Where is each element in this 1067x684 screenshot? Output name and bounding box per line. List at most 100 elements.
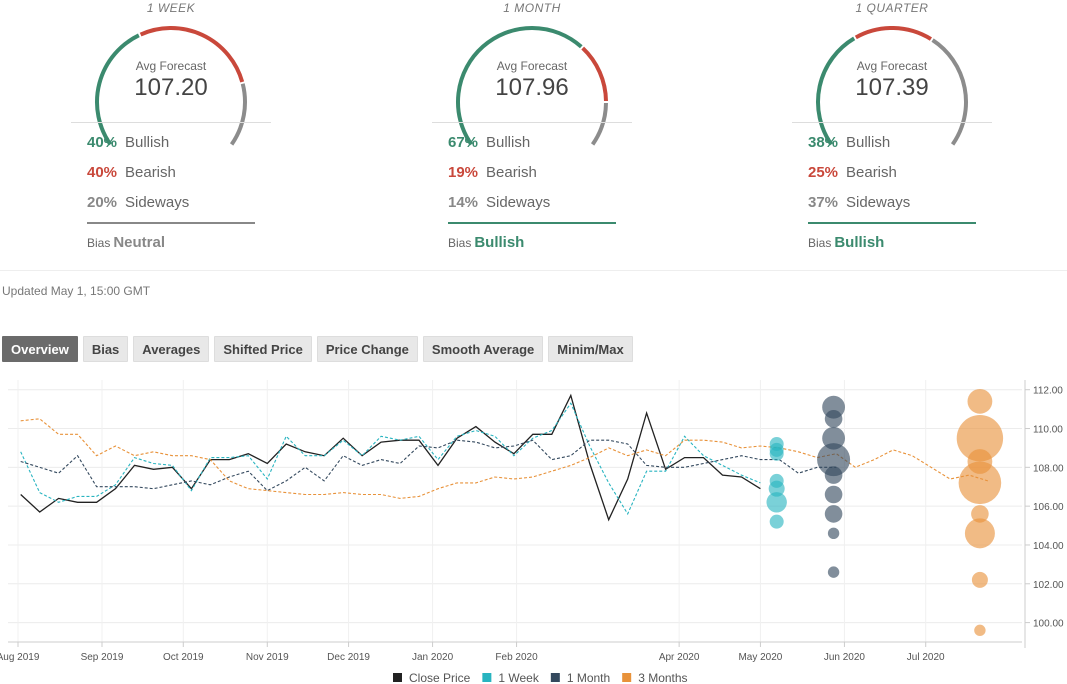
forecast-bubble: [827, 566, 840, 578]
bullish-stat: 40% Bullish: [87, 133, 169, 153]
x-tick-label: Dec 2019: [327, 652, 370, 663]
forecast-bubble: [769, 446, 784, 461]
gauge-sideways-arc: [590, 102, 608, 146]
y-tick-label: 112.00: [1033, 386, 1063, 397]
forecast-bubbles-3-months: [956, 388, 1004, 637]
bullish-stat: 38% Bullish: [808, 133, 890, 153]
bias-label: Bias: [87, 236, 111, 250]
avg-forecast-value: 107.39: [855, 74, 929, 101]
sideways-label: Sideways: [846, 194, 911, 211]
gauge-bearish-arc: [139, 26, 245, 83]
gauge-period-title: 1 WEEK: [146, 1, 196, 15]
legend-swatch: [622, 673, 632, 682]
forecast-bubble: [964, 518, 995, 549]
tab-shifted-price[interactable]: Shifted Price: [214, 336, 312, 362]
legend-swatch: [550, 673, 560, 682]
bias-value: Bullish: [474, 234, 525, 251]
divider: [432, 122, 632, 123]
sideways-label: Sideways: [125, 194, 190, 211]
series-line-1-week: [20, 402, 761, 516]
sideways-percent: 20%: [87, 194, 118, 211]
y-tick-label: 100.00: [1033, 619, 1064, 630]
avg-forecast-value: 107.96: [495, 74, 569, 101]
bullish-label: Bullish: [846, 134, 891, 151]
y-tick-label: 108.00: [1033, 463, 1064, 474]
bullish-percent: 38%: [808, 134, 839, 151]
tab-averages[interactable]: Averages: [133, 336, 210, 362]
forecast-bubble: [971, 571, 988, 588]
y-tick-label: 110.00: [1033, 425, 1063, 436]
bearish-label: Bearish: [846, 164, 897, 181]
x-tick-label: Nov 2019: [246, 652, 289, 663]
forecast-bubble: [824, 505, 843, 523]
x-tick-label: Jun 2020: [824, 652, 866, 663]
x-tick-label: Sep 2019: [81, 652, 124, 663]
forecast-bubble: [824, 466, 843, 484]
gauge-period-title: 1 QUARTER: [855, 1, 929, 15]
bearish-percent: 40%: [87, 164, 118, 181]
forecast-bubble: [974, 624, 986, 637]
legend-label: 1 Week: [498, 671, 539, 684]
divider: [792, 122, 992, 123]
x-tick-label: Jul 2020: [907, 652, 945, 663]
forecast-bubble: [822, 426, 845, 450]
bias-label: Bias: [448, 236, 472, 250]
series-line-close-price: [20, 393, 761, 522]
x-tick-label: Feb 2020: [495, 652, 538, 663]
x-tick-label: Oct 2019: [163, 652, 204, 663]
chart-tabs: Overview Bias Averages Shifted Price Pri…: [2, 336, 633, 362]
forecast-chart: 100.00 102.00 104.00 106.00 108.00 110.00 112.…: [0, 380, 1064, 684]
tab-bias[interactable]: Bias: [82, 336, 129, 362]
updated-timestamp: Updated May 1, 15:00 GMT: [2, 284, 151, 298]
tab-price-change[interactable]: Price Change: [316, 336, 418, 362]
legend-label: 3 Months: [638, 671, 687, 684]
chart-grid: [8, 380, 1022, 642]
sentiment-gauge: [816, 26, 968, 146]
sideways-label: Sideways: [486, 194, 551, 211]
y-tick-label: 102.00: [1033, 580, 1064, 591]
sentiment-gauge: [95, 26, 247, 146]
sideways-stat: 14% Sideways: [448, 193, 550, 213]
bias-row: Bias Neutral: [87, 233, 165, 253]
gauge-period-title: 1 MONTH: [503, 1, 561, 15]
bearish-label: Bearish: [125, 164, 176, 181]
sentiment-gauge: [456, 26, 608, 146]
legend-label: Close Price: [409, 671, 471, 684]
bullish-percent: 40%: [87, 134, 118, 151]
forecast-bubble: [956, 415, 1004, 462]
avg-forecast-label: Avg Forecast: [496, 59, 568, 73]
divider: [71, 122, 271, 123]
bias-rule: [808, 222, 976, 224]
bearish-stat: 19% Bearish: [448, 163, 537, 183]
forecast-bubble: [971, 505, 989, 523]
tab-smooth-average[interactable]: Smooth Average: [422, 336, 544, 362]
legend-label: 1 Month: [567, 671, 610, 684]
x-tick-label: Apr 2020: [659, 652, 700, 663]
forecast-bubble: [769, 514, 784, 529]
bias-row: Bias Bullish: [808, 233, 884, 253]
avg-forecast-value: 107.20: [134, 74, 208, 101]
tab-minim-max[interactable]: Minim/Max: [548, 336, 633, 362]
tab-overview[interactable]: Overview: [2, 336, 78, 362]
gauge-bullish-arc: [816, 36, 856, 146]
bias-label: Bias: [808, 236, 832, 250]
forecast-bubble: [817, 443, 851, 477]
forecast-bubble: [768, 480, 785, 497]
series-line-3-months: [20, 418, 989, 499]
gauge-sideways-arc: [229, 83, 247, 146]
x-tick-label: Jan 2020: [412, 652, 454, 663]
forecast-bubbles-1-week: [766, 437, 787, 529]
gauge-sideways-arc: [931, 38, 968, 146]
bearish-stat: 40% Bearish: [87, 163, 176, 183]
y-tick-label: 106.00: [1033, 502, 1064, 513]
bias-rule: [448, 222, 616, 224]
forecast-bubbles-1-month: [817, 395, 851, 578]
bullish-stat: 67% Bullish: [448, 133, 530, 153]
forecast-bubble: [827, 527, 840, 540]
series-line-1-month: [20, 439, 837, 492]
section-divider: [0, 270, 1067, 271]
sideways-percent: 37%: [808, 194, 839, 211]
bearish-stat: 25% Bearish: [808, 163, 897, 183]
forecast-bubble: [958, 461, 1002, 505]
sideways-stat: 20% Sideways: [87, 193, 189, 213]
